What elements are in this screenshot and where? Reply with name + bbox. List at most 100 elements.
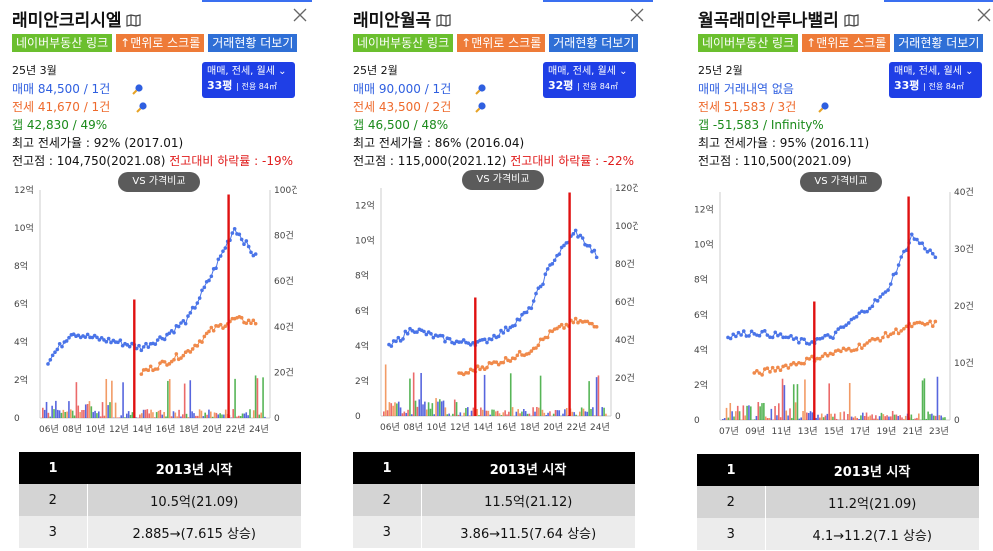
sale-price-point [797, 340, 801, 345]
sale-price-point [865, 309, 869, 314]
trade-type-dropdown[interactable]: 매매, 전세, 월세 ⌄ 33평 | 전용 84㎡ [202, 62, 295, 98]
volume-bar [820, 413, 823, 420]
volume-bar [399, 407, 402, 416]
trade-more-button[interactable]: 거래현황 더보기 [894, 34, 984, 52]
x-tick-label: 22년 [567, 422, 587, 433]
volume-bar [444, 407, 447, 416]
y2-tick-label: 0 [615, 412, 621, 422]
sale-price-point [896, 263, 901, 267]
search-icon[interactable] [475, 101, 487, 113]
sale-price-point [881, 292, 885, 296]
sale-price-point [429, 332, 433, 336]
jeonse-price-point [146, 368, 151, 373]
sale-price-point [214, 266, 218, 270]
jeonse-price-point [174, 352, 179, 356]
sale-price-point [232, 226, 237, 231]
volume-bar [912, 419, 914, 420]
trade-more-button[interactable]: 거래현황 더보기 [208, 34, 298, 52]
volume-bar [811, 412, 814, 420]
volume-bar [99, 416, 102, 418]
naver-link-button[interactable]: 네이버부동산 링크 [12, 34, 113, 52]
y-tick-label: 6억 [355, 305, 369, 317]
volume-bar [781, 378, 784, 420]
trade-type-dropdown[interactable]: 매매, 전세, 월세 ⌄ 32평 | 전용 84㎡ [543, 62, 636, 98]
volume-bar [412, 372, 415, 416]
volume-bar [858, 418, 860, 420]
y-tick-label: 8억 [14, 260, 28, 272]
jeonse-price-point [501, 360, 506, 365]
close-icon[interactable] [976, 7, 992, 23]
vs-compare-button[interactable]: VS 가격비교 [118, 172, 200, 192]
volume-bar [603, 407, 605, 416]
volume-bar [865, 412, 868, 420]
sale-price-point [244, 239, 249, 243]
top-accent-line [202, 0, 312, 2]
x-tick-label: 20년 [202, 424, 222, 435]
x-tick-label: 11년 [772, 426, 792, 437]
x-tick-label: 16년 [497, 422, 517, 433]
map-icon[interactable] [436, 14, 451, 27]
jeonse-price-point [846, 346, 851, 351]
volume-bar [435, 398, 437, 416]
y2-tick-label: 10건 [954, 358, 974, 369]
volume-bar [753, 419, 756, 420]
vs-compare-button[interactable]: VS 가격비교 [462, 170, 544, 190]
summary-table: 1 2013년 시작 2 10.5억(21.09) 3 2.885→(7.615 상승… [19, 452, 301, 548]
jeonse-price-point [195, 344, 200, 348]
volume-bar [595, 377, 598, 416]
scroll-top-button[interactable]: ↑맨위로 스크롤 [802, 34, 891, 52]
jeonse-price-point [585, 319, 590, 324]
sale-price-point [144, 341, 148, 346]
jeonse-price-point [249, 321, 253, 326]
sale-price-point [424, 332, 429, 337]
volume-bar [459, 412, 462, 416]
x-tick-label: 23년 [929, 426, 949, 437]
volume-bar [234, 378, 236, 418]
jeonse-price-point [904, 324, 909, 329]
sale-price-point [831, 336, 835, 340]
map-icon[interactable] [126, 14, 142, 27]
volume-bar [804, 379, 806, 420]
map-icon[interactable] [844, 14, 859, 27]
search-icon[interactable] [136, 101, 148, 113]
scroll-top-button[interactable]: ↑맨위로 스크롤 [116, 34, 205, 52]
jeonse-price-point [783, 363, 788, 368]
volume-bar [159, 409, 162, 418]
volume-bar [755, 415, 758, 420]
jeonse-price-point [810, 354, 814, 359]
volume-bar [579, 411, 581, 416]
volume-bar [742, 405, 745, 420]
trade-more-button[interactable]: 거래현황 더보기 [549, 34, 639, 52]
close-icon[interactable] [629, 7, 645, 23]
scroll-top-button[interactable]: ↑맨위로 스크롤 [457, 34, 546, 52]
volume-bar [96, 413, 98, 418]
jeonse-price-point [162, 360, 167, 364]
naver-link-button[interactable]: 네이버부동산 링크 [698, 34, 799, 52]
volume-bar [223, 414, 225, 418]
naver-link-button[interactable]: 네이버부동산 링크 [353, 34, 454, 52]
jeonse-price-point [188, 350, 193, 354]
close-icon[interactable] [292, 7, 308, 23]
volume-bar [256, 378, 259, 418]
volume-bar [914, 418, 916, 420]
search-icon[interactable] [818, 101, 830, 113]
search-icon[interactable] [132, 83, 144, 95]
sale-price-point [396, 335, 401, 340]
volume-bar [723, 418, 726, 420]
volume-bar [944, 417, 946, 420]
volume-bar [70, 409, 72, 418]
trade-type-dropdown[interactable]: 매매, 전세, 월세 ⌄ 33평 | 전용 84㎡ [889, 62, 982, 98]
volume-bar [517, 409, 519, 416]
sale-price-point [172, 330, 176, 335]
y-tick-label: 8억 [355, 270, 369, 282]
vs-compare-button[interactable]: VS 가격비교 [800, 172, 882, 192]
volume-bar [556, 410, 559, 416]
volume-bar [109, 402, 111, 418]
sale-price-point [209, 274, 214, 279]
jeonse-price-point [883, 330, 888, 335]
search-icon[interactable] [475, 83, 487, 95]
jeonse-price-point [757, 371, 762, 375]
volume-bar [49, 416, 52, 418]
x-tick-label: 18년 [179, 424, 199, 435]
table-row: 1 2013년 시작 [353, 452, 635, 484]
